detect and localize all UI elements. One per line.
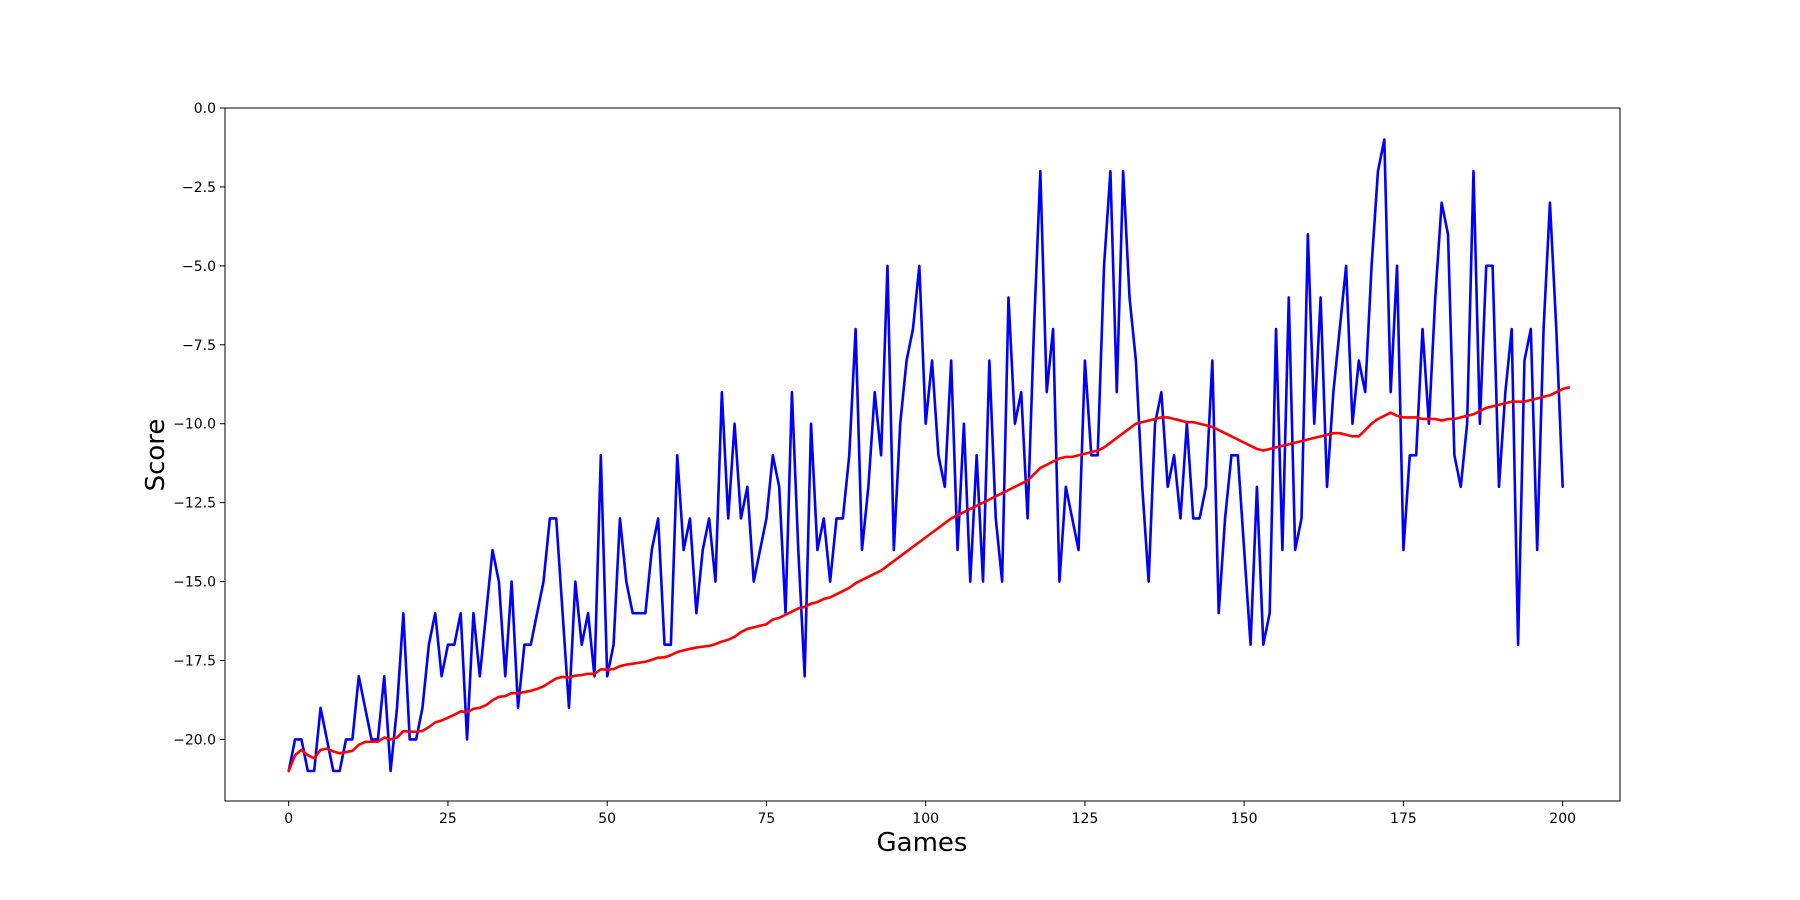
x-tick-label: 200 (1549, 811, 1576, 827)
y-tick-label: −12.5 (173, 496, 216, 512)
x-tick-label: 0 (284, 811, 293, 827)
x-tick-label: 150 (1231, 811, 1258, 827)
plot-frame (224, 107, 1621, 802)
y-tick-label: −20.0 (173, 732, 216, 748)
x-tick-label: 175 (1390, 811, 1417, 827)
y-tick-label: 0.0 (194, 101, 216, 117)
x-tick-label: 50 (598, 811, 616, 827)
x-tick-label: 125 (1072, 811, 1099, 827)
y-tick-label: −15.0 (173, 575, 216, 591)
y-tick-label: −2.5 (182, 180, 216, 196)
x-tick-label: 75 (758, 811, 776, 827)
series-line-0 (287, 138, 1564, 773)
series-layer (287, 138, 1571, 773)
y-axis-label: Score (141, 419, 171, 492)
x-axis: 0 25 50 75 100 125 150 175 200 (284, 801, 1576, 827)
y-tick-label: −5.0 (182, 259, 216, 275)
y-tick-label: −10.0 (173, 417, 216, 433)
x-tick-label: 25 (439, 811, 457, 827)
y-axis: 0.0 −2.5 −5.0 −7.5 −10.0 −12.5 −15.0 −17.5 −20.0 (173, 101, 225, 748)
y-tick-label: −17.5 (173, 654, 216, 670)
x-tick-label: 100 (912, 811, 939, 827)
y-tick-label: −7.5 (182, 338, 216, 354)
series-line-1 (287, 386, 1571, 773)
x-axis-label: Games (877, 828, 968, 858)
